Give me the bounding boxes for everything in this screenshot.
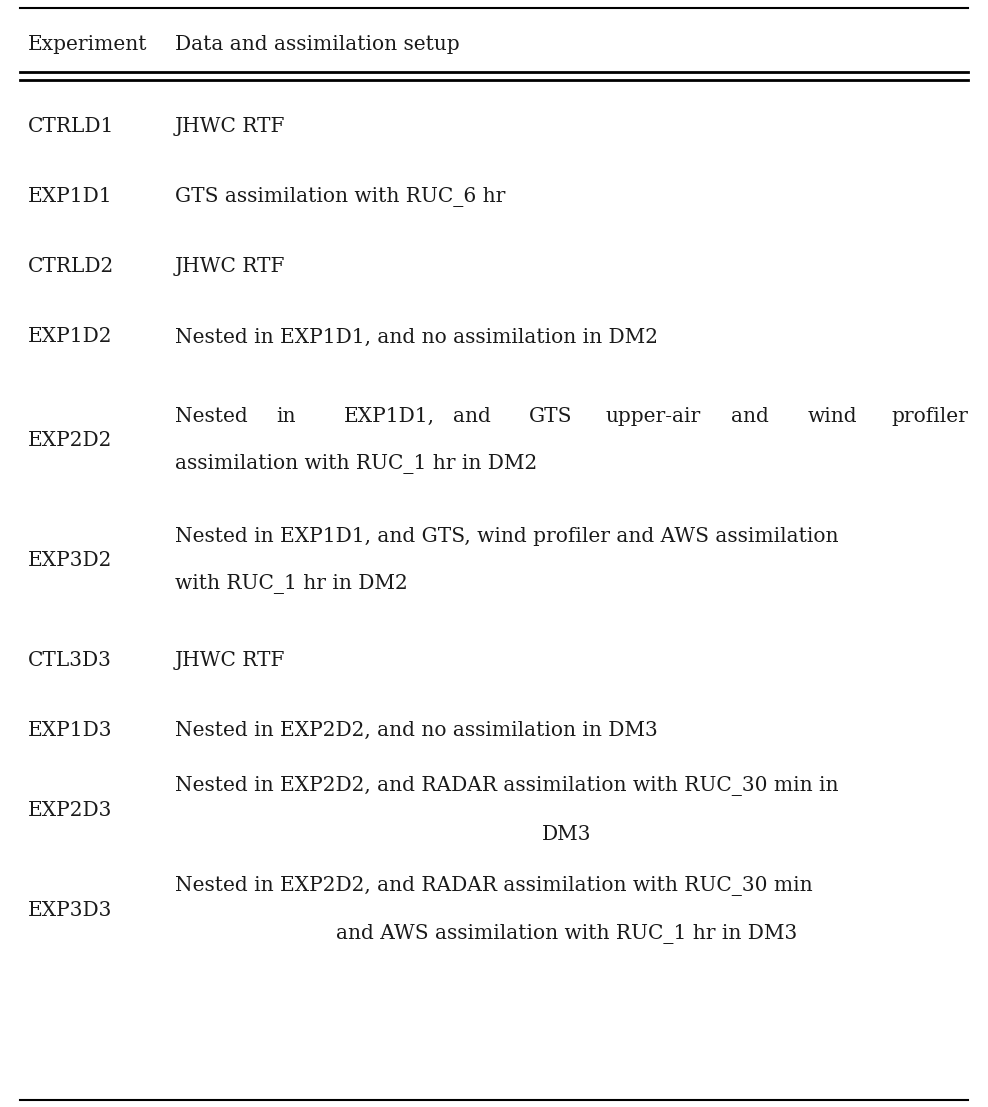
Text: profiler: profiler: [891, 406, 968, 425]
Text: JHWC RTF: JHWC RTF: [175, 117, 286, 136]
Text: assimilation with RUC_1 hr in DM2: assimilation with RUC_1 hr in DM2: [175, 454, 537, 474]
Text: CTRLD1: CTRLD1: [28, 117, 115, 136]
Text: Nested: Nested: [175, 406, 248, 425]
Text: with RUC_1 hr in DM2: with RUC_1 hr in DM2: [175, 575, 408, 594]
Text: and: and: [453, 406, 491, 425]
Text: JHWC RTF: JHWC RTF: [175, 651, 286, 670]
Text: EXP1D2: EXP1D2: [28, 328, 113, 346]
Text: wind: wind: [807, 406, 857, 425]
Text: EXP1D3: EXP1D3: [28, 721, 113, 739]
Text: DM3: DM3: [541, 825, 591, 844]
Text: EXP2D3: EXP2D3: [28, 800, 113, 819]
Text: Nested in EXP2D2, and RADAR assimilation with RUC_30 min in: Nested in EXP2D2, and RADAR assimilation…: [175, 776, 839, 796]
Text: Experiment: Experiment: [28, 35, 147, 54]
Text: CTL3D3: CTL3D3: [28, 651, 112, 670]
Text: Data and assimilation setup: Data and assimilation setup: [175, 35, 459, 54]
Text: EXP2D2: EXP2D2: [28, 431, 113, 449]
Text: CTRLD2: CTRLD2: [28, 258, 115, 277]
Text: in: in: [276, 406, 295, 425]
Text: and: and: [731, 406, 769, 425]
Text: EXP3D2: EXP3D2: [28, 550, 113, 569]
Text: upper-air: upper-air: [606, 406, 700, 425]
Text: and AWS assimilation with RUC_1 hr in DM3: and AWS assimilation with RUC_1 hr in DM…: [336, 924, 797, 944]
Text: Nested in EXP1D1, and GTS, wind profiler and AWS assimilation: Nested in EXP1D1, and GTS, wind profiler…: [175, 527, 839, 546]
Text: EXP1D1,: EXP1D1,: [344, 406, 435, 425]
Text: EXP1D1: EXP1D1: [28, 187, 113, 207]
Text: Nested in EXP2D2, and no assimilation in DM3: Nested in EXP2D2, and no assimilation in…: [175, 721, 658, 739]
Text: GTS: GTS: [530, 406, 573, 425]
Text: Nested in EXP1D1, and no assimilation in DM2: Nested in EXP1D1, and no assimilation in…: [175, 328, 658, 346]
Text: EXP3D3: EXP3D3: [28, 900, 113, 920]
Text: JHWC RTF: JHWC RTF: [175, 258, 286, 277]
Text: Nested in EXP2D2, and RADAR assimilation with RUC_30 min: Nested in EXP2D2, and RADAR assimilation…: [175, 876, 812, 896]
Text: GTS assimilation with RUC_6 hr: GTS assimilation with RUC_6 hr: [175, 187, 506, 207]
